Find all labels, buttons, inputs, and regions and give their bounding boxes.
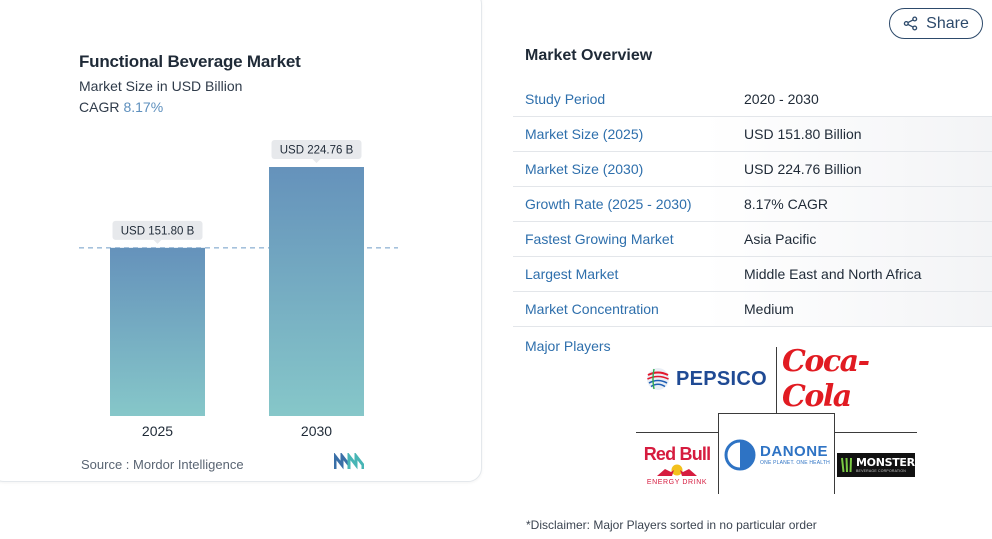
cagr-value: 8.17% (123, 99, 164, 115)
overview-heading: Market Overview (525, 47, 653, 64)
redbull-logo[interactable]: Red Bull ENERGY DRINK (636, 440, 718, 490)
bar-2025 (110, 247, 205, 416)
pepsico-globe-icon (646, 368, 669, 390)
monster-badge: MONSTER BEVERAGE CORPORATION (837, 453, 915, 477)
overview-value: USD 151.80 Billion (744, 126, 862, 142)
data-label: USD 224.76 B (280, 145, 354, 157)
redbull-bulls-icon (657, 464, 697, 476)
grid-divider (718, 413, 835, 414)
overview-row-fastest-growing: Fastest Growing Market Asia Pacific (513, 222, 992, 257)
overview-row-largest-market: Largest Market Middle East and North Afr… (513, 257, 992, 292)
overview-label[interactable]: Study Period (525, 91, 606, 107)
redbull-subtitle: ENERGY DRINK (646, 478, 708, 486)
bar-chart: USD 151.80 B 2025 USD 224.76 B 2030 (79, 140, 398, 439)
cocacola-logo[interactable]: Coca-Cola (782, 344, 912, 414)
share-icon (903, 16, 918, 31)
overview-label[interactable]: Market Concentration (525, 301, 659, 317)
overview-value: USD 224.76 Billion (744, 161, 862, 177)
data-label-bg (271, 140, 362, 159)
overview-table: Study Period 2020 - 2030 Market Size (20… (513, 82, 992, 327)
data-label-pointer (312, 159, 321, 163)
major-players-label[interactable]: Major Players (525, 338, 611, 354)
overview-value: Medium (744, 301, 794, 317)
danone-text: DANONE ONE PLANET. ONE HEALTH (760, 443, 830, 467)
grid-divider (776, 347, 777, 414)
chart-card (0, 0, 482, 482)
mordor-intelligence-logo (334, 453, 364, 470)
monster-wordmark: MONSTER (856, 456, 915, 469)
overview-label[interactable]: Largest Market (525, 266, 619, 282)
x-tick-label: 2030 (301, 423, 332, 439)
overview-label[interactable]: Market Size (2025) (525, 126, 644, 142)
danone-subtitle: ONE PLANET. ONE HEALTH (760, 460, 830, 466)
grid-divider (835, 432, 917, 433)
grid-divider (834, 413, 835, 494)
cagr-label: CAGR (79, 99, 120, 115)
overview-row-market-size-2030: Market Size (2030) USD 224.76 Billion (513, 152, 992, 187)
monster-text: MONSTER BEVERAGE CORPORATION (856, 456, 915, 474)
cocacola-wordmark: Coca-Cola (782, 344, 870, 414)
share-label: Share (926, 14, 969, 32)
pepsico-wordmark: PEPSICO (675, 367, 768, 390)
x-tick-label: 2025 (142, 423, 173, 439)
danone-emblem-icon (724, 439, 756, 471)
monster-claw-icon (841, 457, 852, 473)
monster-subtitle: BEVERAGE CORPORATION (856, 469, 907, 473)
data-label-pointer (153, 239, 162, 244)
overview-value: Middle East and North Africa (744, 266, 922, 282)
overview-value: 2020 - 2030 (744, 91, 819, 107)
chart-title: Functional Beverage Market (79, 52, 301, 71)
pepsico-logo[interactable]: PEPSICO (636, 358, 776, 400)
grid-divider (718, 413, 719, 494)
redbull-wordmark: Red Bull (643, 443, 711, 464)
data-label-bg (112, 220, 203, 240)
disclaimer: *Disclaimer: Major Players sorted in no … (526, 518, 817, 532)
cagr-row: CAGR 8.17% (79, 99, 163, 115)
chart-subtitle: Market Size in USD Billion (79, 78, 243, 94)
data-label: USD 151.80 B (121, 225, 195, 237)
chart-source: Source : Mordor Intelligence (81, 457, 244, 472)
overview-row-concentration: Market Concentration Medium (513, 292, 992, 327)
share-button[interactable]: Share (889, 8, 983, 39)
monster-logo[interactable]: MONSTER BEVERAGE CORPORATION (836, 452, 916, 478)
danone-wordmark: DANONE (760, 443, 829, 460)
overview-row-growth-rate: Growth Rate (2025 - 2030) 8.17% CAGR (513, 187, 992, 222)
bar-2030 (269, 167, 364, 416)
overview-value: Asia Pacific (744, 231, 817, 247)
overview-row-market-size-2025: Market Size (2025) USD 151.80 Billion (513, 117, 992, 152)
grid-divider (636, 432, 718, 433)
overview-label[interactable]: Fastest Growing Market (525, 231, 674, 247)
danone-logo[interactable]: DANONE ONE PLANET. ONE HEALTH (720, 435, 833, 475)
overview-row-study-period: Study Period 2020 - 2030 (513, 82, 992, 117)
overview-label[interactable]: Market Size (2030) (525, 161, 644, 177)
overview-label[interactable]: Growth Rate (2025 - 2030) (525, 196, 692, 212)
overview-value: 8.17% CAGR (744, 196, 829, 212)
